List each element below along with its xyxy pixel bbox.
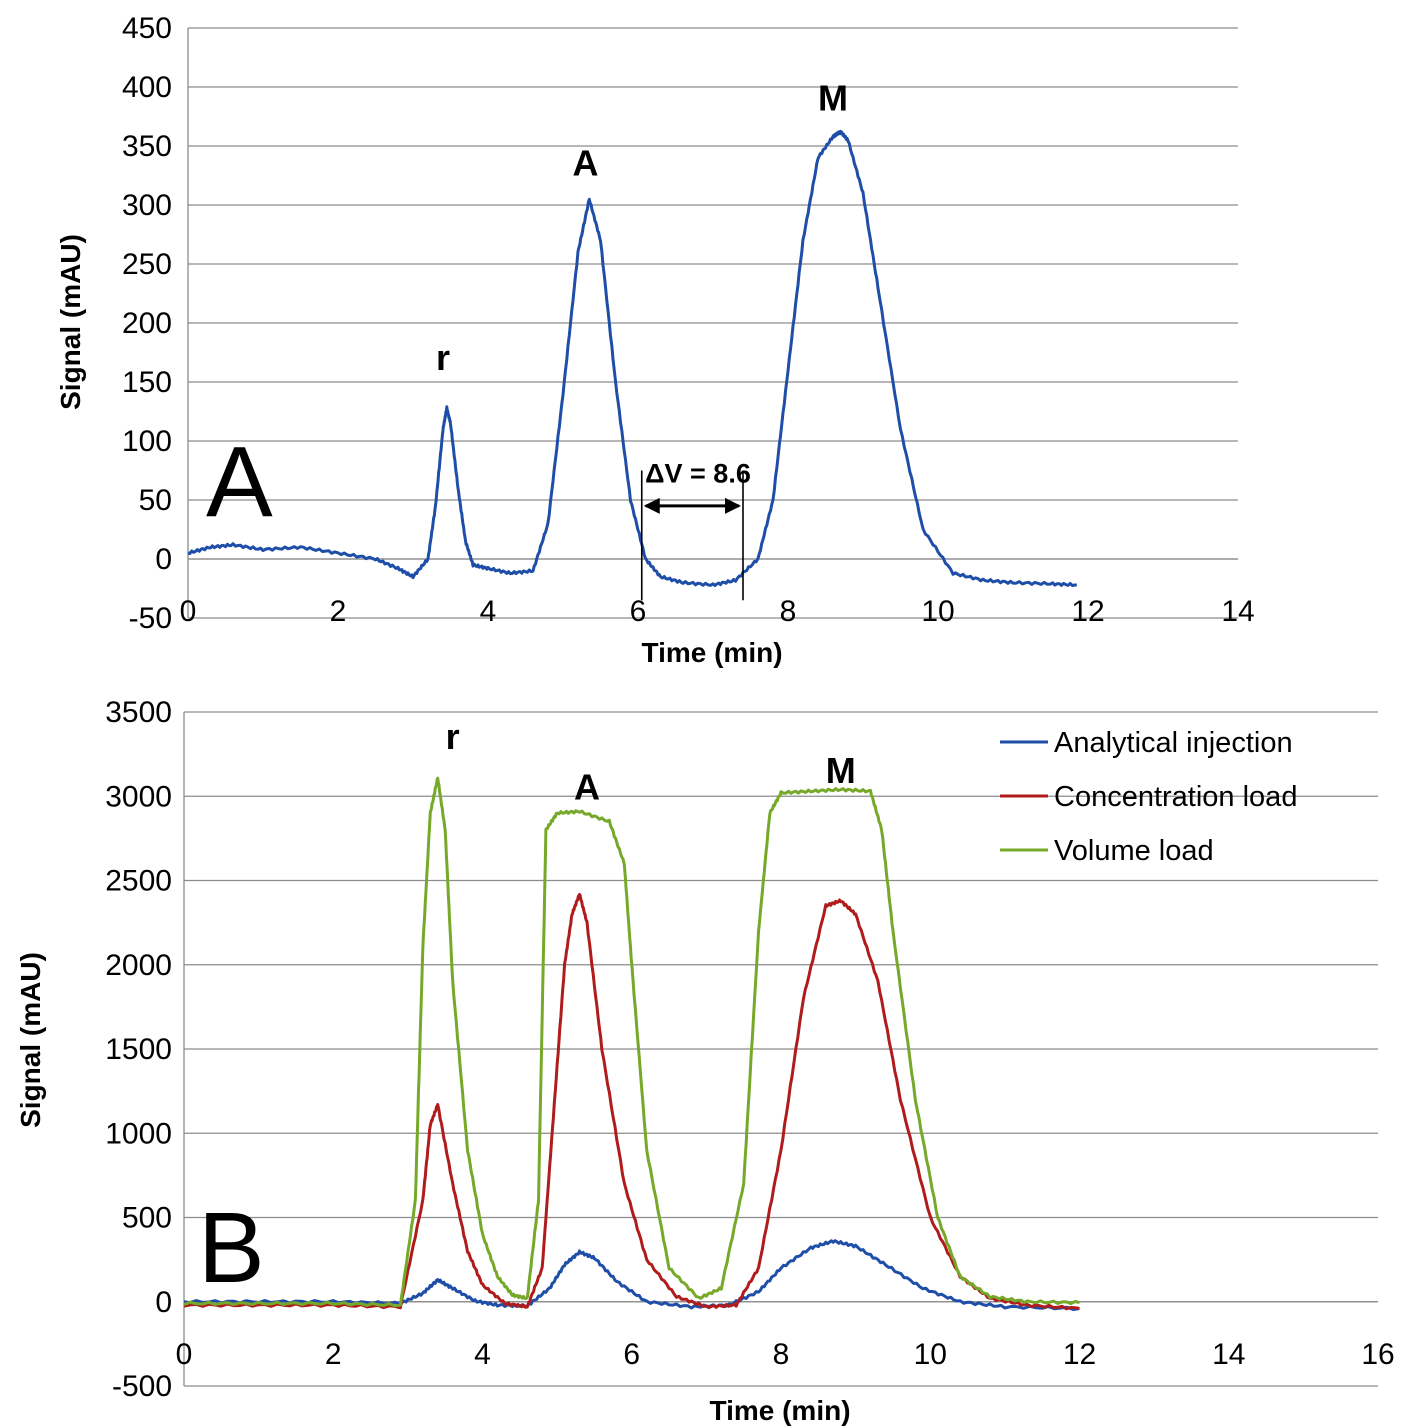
panel-b-series (183, 776, 1080, 1311)
delta-v-arrowhead-left (643, 497, 660, 514)
y-tick-label: 0 (155, 1286, 172, 1319)
x-tick-label: 10 (914, 1338, 947, 1371)
panel-b-annotations: r A M (446, 716, 856, 808)
panel-b-gridlines (183, 711, 1378, 1387)
x-tick-label: 12 (1063, 1338, 1096, 1371)
x-tick-label: 6 (630, 595, 647, 628)
y-tick-label: 1500 (105, 1033, 172, 1066)
panel-a-annotations: r A M ΔV = 8.6 (436, 78, 848, 601)
x-tick-label: 0 (180, 595, 197, 628)
y-tick-label: 450 (122, 12, 172, 45)
peak-label: A (574, 767, 600, 808)
series-line (187, 129, 1077, 588)
delta-v-arrowhead-right (725, 497, 741, 514)
x-tick-label: 14 (1221, 595, 1254, 628)
x-tick-label: 2 (325, 1338, 342, 1371)
x-tick-label: 0 (176, 1338, 193, 1371)
y-tick-label: 0 (155, 543, 172, 576)
panel-b-x-axis-title: Time (min) (709, 1395, 850, 1426)
y-tick-label: 500 (122, 1202, 172, 1235)
panel-a-x-tick-labels: 0 2 4 6 8 10 12 14 (180, 595, 1255, 628)
legend-label: Volume load (1054, 835, 1214, 867)
peak-label: M (818, 78, 848, 119)
y-tick-label: 3500 (105, 696, 172, 729)
y-tick-label: -50 (129, 602, 172, 635)
panel-b-y-tick-labels: 3500 3000 2500 2000 1500 1000 500 0 -500 (105, 696, 172, 1403)
series-line (183, 776, 1080, 1308)
y-tick-label: 1000 (105, 1117, 172, 1150)
x-tick-label: 16 (1361, 1338, 1394, 1371)
y-tick-label: 3000 (105, 780, 172, 813)
panel-b-legend: Analytical injection Concentration load Vo… (1000, 727, 1297, 867)
y-tick-label: 50 (139, 484, 172, 517)
x-tick-label: 8 (780, 595, 797, 628)
peak-label: r (436, 337, 450, 378)
y-tick-label: 350 (122, 130, 172, 163)
x-tick-label: 14 (1212, 1338, 1245, 1371)
panel-b-x-tick-labels: 0 2 4 6 8 10 12 14 16 (176, 1338, 1395, 1371)
y-tick-label: 200 (122, 307, 172, 340)
panel-b-y-axis-title: Signal (mAU) (15, 952, 46, 1128)
x-tick-label: 4 (474, 1338, 491, 1371)
y-tick-label: 150 (122, 366, 172, 399)
delta-v-label: ΔV = 8.6 (645, 458, 751, 488)
x-tick-label: 6 (623, 1338, 640, 1371)
peak-label: A (573, 143, 599, 184)
x-tick-label: 10 (921, 595, 954, 628)
y-tick-label: 100 (122, 425, 172, 458)
peak-label: r (446, 716, 460, 757)
legend-label: Concentration load (1054, 781, 1297, 813)
panel-a-y-axis-title: Signal (mAU) (55, 234, 86, 410)
y-tick-label: 400 (122, 71, 172, 104)
peak-label: M (826, 750, 856, 791)
panel-a-x-axis-title: Time (min) (641, 637, 782, 668)
panel-a-letter: A (206, 426, 273, 538)
x-tick-label: 2 (330, 595, 347, 628)
panel-a-series (187, 129, 1077, 588)
series-line (183, 892, 1080, 1311)
panel-a-y-tick-labels: 450 400 350 300 250 200 150 100 50 0 -50 (122, 12, 172, 635)
x-tick-label: 4 (480, 595, 497, 628)
legend-label: Analytical injection (1054, 727, 1293, 759)
series-line (183, 1239, 1080, 1311)
panel-a-gridlines (187, 27, 1238, 619)
x-tick-label: 12 (1071, 595, 1104, 628)
y-tick-label: 2500 (105, 865, 172, 898)
panel-b-letter: B (198, 1192, 265, 1304)
y-tick-label: 300 (122, 189, 172, 222)
x-tick-label: 8 (773, 1338, 790, 1371)
y-tick-label: -500 (112, 1370, 172, 1403)
y-tick-label: 2000 (105, 949, 172, 982)
y-tick-label: 250 (122, 248, 172, 281)
